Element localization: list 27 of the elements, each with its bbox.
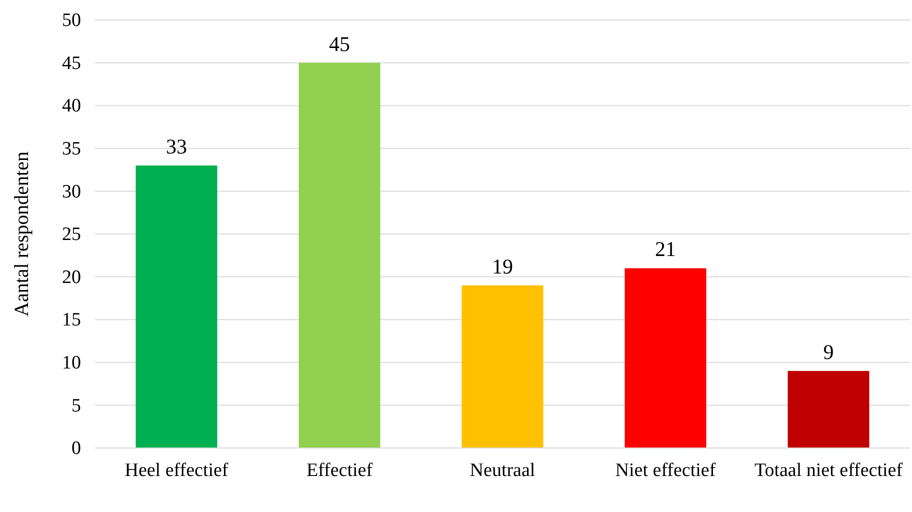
y-tick-label: 15 [62,310,81,331]
y-tick-label: 35 [62,138,81,160]
y-tick-label: 30 [62,181,81,202]
bar [298,62,380,448]
bar [788,370,870,448]
data-label: 9 [823,340,834,364]
y-tick-label: 10 [62,352,81,374]
y-tick-label: 45 [62,52,81,74]
y-tick-label: 5 [72,395,81,416]
data-label: 33 [166,134,187,159]
y-tick-label: 25 [62,224,81,246]
data-label: 21 [655,237,676,262]
y-tick-label: 20 [62,266,81,288]
x-tick-label: Niet effectief [615,460,716,481]
y-tick-label: 50 [62,10,81,32]
data-label: 45 [329,32,350,56]
y-axis-title: Aantal respondenten [11,152,33,316]
y-tick-label: 40 [62,96,81,117]
data-label: 19 [492,254,513,278]
x-tick-label: Effectief [306,460,374,481]
x-tick-label: Heel effectief [124,460,229,481]
y-tick-label: 0 [72,438,81,460]
bar [624,268,706,448]
x-tick-label: Neutraal [470,460,536,481]
x-tick-label: Totaal niet effectief [754,460,904,481]
bar [462,285,544,448]
bar [136,166,218,448]
